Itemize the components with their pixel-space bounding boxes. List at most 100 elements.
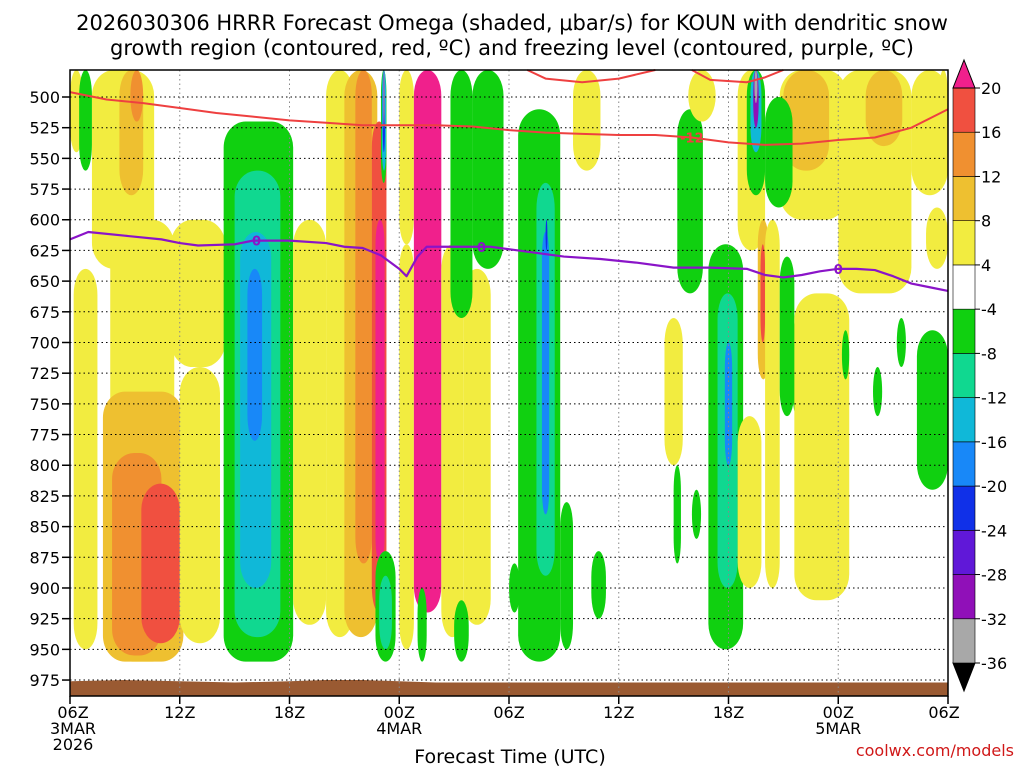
y-tick-label: 875 bbox=[29, 548, 60, 567]
colorbar-label: 16 bbox=[981, 123, 1001, 142]
freezing-level-label: 0 bbox=[834, 263, 843, 278]
x-tick-label: 5MAR bbox=[815, 719, 861, 738]
x-tick-label: 06Z bbox=[493, 703, 524, 722]
omega-cell bbox=[417, 587, 427, 662]
x-axis-label: Forecast Time (UTC) bbox=[414, 746, 605, 768]
x-tick-label: 3MAR bbox=[50, 719, 96, 738]
gridlines bbox=[70, 70, 948, 696]
freezing-level-label: 0 bbox=[252, 235, 261, 250]
omega-cell bbox=[664, 317, 683, 466]
x-tick-label: 12Z bbox=[164, 703, 195, 722]
omega-cell bbox=[130, 70, 144, 122]
omega-cell bbox=[765, 97, 793, 208]
x-tick-label: 2026 bbox=[53, 735, 94, 754]
omega-field bbox=[70, 70, 948, 662]
colorbar-segment bbox=[952, 264, 976, 310]
omega-cell bbox=[79, 70, 92, 171]
y-tick-label: 650 bbox=[29, 272, 60, 291]
colorbar-label: -16 bbox=[981, 433, 1007, 452]
omega-cell bbox=[737, 416, 762, 588]
colorbar-label: -36 bbox=[981, 654, 1007, 673]
omega-cell bbox=[375, 219, 385, 564]
colorbar-label: -12 bbox=[981, 389, 1007, 408]
colorbar-label: -20 bbox=[981, 477, 1007, 496]
x-tick-label: 06Z bbox=[928, 703, 959, 722]
y-tick-label: 825 bbox=[29, 487, 60, 506]
omega-cell bbox=[541, 232, 550, 515]
y-tick-label: 750 bbox=[29, 395, 60, 414]
chart-title-line-1: 2026030306 HRRR Forecast Omega (shaded, … bbox=[76, 11, 948, 35]
x-tick-label: 12Z bbox=[603, 703, 634, 722]
colorbar-segment bbox=[952, 485, 976, 531]
omega-cell bbox=[834, 526, 844, 588]
dgz-top-contour-line bbox=[526, 69, 656, 84]
omega-cell bbox=[873, 367, 883, 417]
omega-cell bbox=[161, 495, 177, 631]
y-tick-label: 950 bbox=[29, 640, 60, 659]
omega-cell bbox=[450, 70, 473, 318]
omega-cell bbox=[170, 219, 226, 368]
y-tick-label: 675 bbox=[29, 303, 60, 322]
x-tick-label: 18Z bbox=[274, 703, 305, 722]
y-tick-label: 700 bbox=[29, 333, 60, 352]
omega-cell bbox=[383, 70, 385, 128]
omega-cell bbox=[355, 70, 372, 564]
x-tick-label: 00Z bbox=[823, 703, 854, 722]
omega-cell bbox=[379, 575, 392, 650]
colorbar-segment bbox=[952, 353, 976, 398]
chart-title-line-2: growth region (contoured, red, ºC) and f… bbox=[110, 36, 914, 60]
freezing-level-label: 0 bbox=[477, 241, 486, 256]
y-tick-label: 600 bbox=[29, 211, 60, 230]
colorbar-segment bbox=[952, 58, 976, 89]
omega-cell bbox=[688, 70, 716, 122]
y-tick-label: 525 bbox=[29, 119, 60, 138]
omega-cell bbox=[591, 551, 606, 619]
credit-text: coolwx.com/models bbox=[856, 741, 1014, 760]
omega-cell bbox=[938, 70, 948, 122]
omega-cell bbox=[677, 109, 703, 294]
omega-cell bbox=[926, 207, 948, 269]
y-tick-label: 800 bbox=[29, 456, 60, 475]
omega-cell bbox=[73, 268, 98, 650]
dgz-top-contour-line-2 bbox=[691, 69, 784, 84]
colorbar-label: 8 bbox=[981, 212, 991, 231]
omega-cell bbox=[760, 244, 766, 343]
colorbar-label: -32 bbox=[981, 610, 1007, 629]
omega-cell bbox=[472, 70, 504, 269]
colorbar-segment bbox=[952, 618, 976, 664]
omega-cell bbox=[247, 268, 263, 441]
omega-cell bbox=[794, 293, 850, 601]
colorbar-segment bbox=[952, 220, 976, 266]
omega-cell bbox=[454, 600, 469, 662]
omega-cell bbox=[573, 70, 601, 171]
x-tick-label: 00Z bbox=[384, 703, 415, 722]
omega-cell bbox=[691, 489, 702, 539]
y-tick-label: 925 bbox=[29, 610, 60, 629]
colorbar-label: -8 bbox=[981, 344, 997, 363]
y-tick-label: 575 bbox=[29, 180, 60, 199]
freezing-level-line bbox=[69, 230, 949, 293]
y-tick-label: 625 bbox=[29, 241, 60, 260]
x-tick-label: 06Z bbox=[57, 703, 88, 722]
omega-cell bbox=[911, 70, 948, 196]
dgz-contour-line bbox=[69, 91, 949, 146]
colorbar-segment bbox=[952, 397, 976, 443]
omega-cell bbox=[841, 330, 850, 380]
colorbar: 20 16 12 8 4 -4 -8 -12 -16 -20 -24 -28 -32 -36 bbox=[952, 58, 1007, 693]
y-tick-label: 775 bbox=[29, 426, 60, 445]
y-tick-label: 725 bbox=[29, 364, 60, 383]
x-tick-label: 18Z bbox=[713, 703, 744, 722]
colorbar-label: -24 bbox=[981, 521, 1007, 540]
omega-cell bbox=[545, 219, 548, 251]
y-tick-label: 975 bbox=[29, 671, 60, 690]
colorbar-label: 20 bbox=[981, 79, 1001, 98]
omega-cell bbox=[754, 70, 758, 104]
colorbar-segment bbox=[952, 441, 976, 487]
omega-cell bbox=[783, 70, 830, 171]
dgz-contour-label: -12 bbox=[680, 132, 704, 147]
colorbar-segment bbox=[952, 176, 976, 221]
omega-cell bbox=[399, 244, 414, 650]
colorbar-segment bbox=[952, 131, 976, 177]
